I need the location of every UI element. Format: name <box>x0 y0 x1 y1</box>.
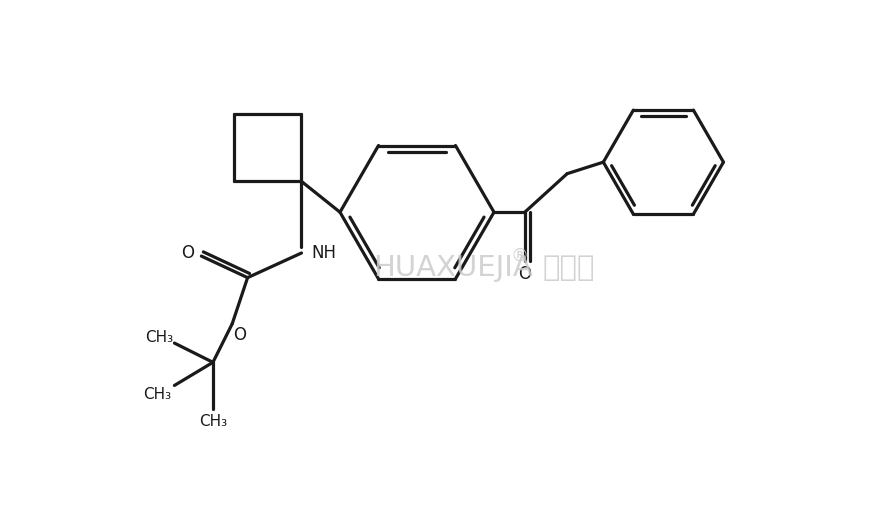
Text: 化学加: 化学加 <box>543 254 595 282</box>
Text: NH: NH <box>312 244 336 262</box>
Text: CH₃: CH₃ <box>145 330 173 345</box>
Text: CH₃: CH₃ <box>143 387 172 402</box>
Text: O: O <box>234 326 246 344</box>
Text: HUAXUEJIA: HUAXUEJIA <box>373 254 533 282</box>
Text: CH₃: CH₃ <box>199 414 227 429</box>
Text: O: O <box>181 244 194 262</box>
Text: ®: ® <box>511 247 528 265</box>
Text: O: O <box>519 265 531 283</box>
